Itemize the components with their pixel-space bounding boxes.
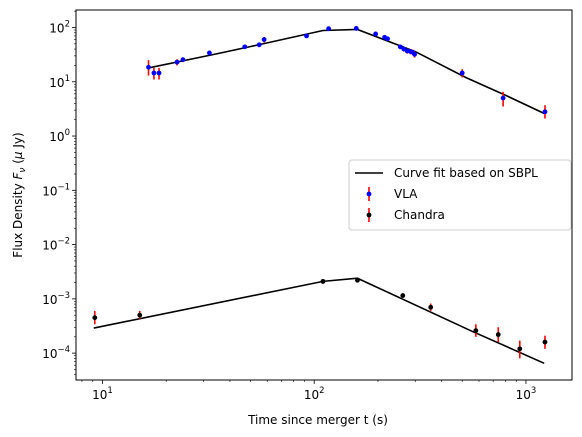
vla-point-1 — [151, 70, 157, 76]
legend-label-chandra: Chandra — [394, 208, 445, 222]
x-tick-label: 102 — [304, 386, 325, 402]
chandra-point-9 — [542, 339, 548, 345]
vla-point-21 — [459, 70, 465, 76]
chandra-point-8 — [517, 346, 523, 352]
y-tick-label: 101 — [49, 74, 70, 90]
plot-frame — [75, 9, 573, 381]
vla-point-3 — [174, 59, 180, 65]
chandra-point-1 — [137, 312, 143, 318]
legend-swatch-vla-marker — [366, 191, 372, 197]
legend-box — [348, 159, 572, 231]
vla-point-5 — [207, 50, 212, 56]
x-tick-label: 101 — [92, 386, 113, 402]
vla-point-2 — [156, 70, 162, 76]
chandra-point-6 — [473, 328, 479, 334]
vla-point-10 — [326, 26, 332, 32]
axis-ticks: 101 102 103 10−4 10−3 10−2 10−1 100 101 102 — [42, 10, 537, 402]
data-marks — [92, 26, 548, 365]
y-axis-label-unit-mu: μ — [11, 151, 25, 160]
legend-label-fit: Curve fit based on SBPL — [394, 166, 538, 180]
chandra-point-0 — [92, 315, 98, 321]
vla-point-15 — [397, 44, 403, 50]
chandra-point-2 — [320, 278, 326, 284]
chandra-point-3 — [355, 277, 360, 283]
y-axis-label-prefix: Flux Density — [11, 180, 25, 258]
vla-point-23 — [542, 109, 548, 115]
plot-area — [92, 26, 548, 365]
y-tick-label: 10−3 — [42, 291, 70, 307]
x-tick-label: 103 — [516, 386, 537, 402]
y-axis-label-symbol: F — [11, 172, 25, 180]
y-tick-label: 100 — [49, 128, 70, 144]
chandra-point-7 — [495, 332, 501, 337]
y-axis-label-subscript: ν — [18, 168, 28, 173]
chandra-point-5 — [428, 304, 434, 310]
y-axis-label-unit-open: ( — [11, 159, 25, 168]
legend-label-vla: VLA — [394, 187, 418, 201]
y-axis-label: Flux Density Fν (μ Jy) — [11, 132, 28, 257]
vla-point-12 — [373, 31, 379, 37]
y-tick-label: 102 — [49, 19, 70, 35]
legend: Curve fit based on SBPL VLA Chandra — [348, 159, 572, 231]
vla-point-11 — [353, 26, 359, 31]
y-tick-label: 10−2 — [42, 237, 70, 253]
chandra-point-4 — [400, 293, 406, 298]
vla-point-0 — [146, 64, 151, 70]
vla-point-9 — [304, 33, 309, 39]
vla-point-6 — [242, 44, 248, 50]
y-axis-label-unit-rest: Jy) — [11, 132, 25, 151]
vla-point-14 — [385, 36, 390, 42]
y-tick-label: 10−4 — [42, 345, 70, 361]
vla-point-8 — [261, 37, 267, 42]
vla-point-20 — [412, 51, 418, 57]
vla-point-4 — [180, 57, 186, 63]
y-tick-label: 10−1 — [42, 182, 70, 198]
legend-swatch-chandra-marker — [366, 212, 372, 218]
vla-point-7 — [256, 42, 262, 48]
x-axis-label: Time since merger t (s) — [247, 413, 388, 427]
vla-point-22 — [500, 95, 506, 101]
